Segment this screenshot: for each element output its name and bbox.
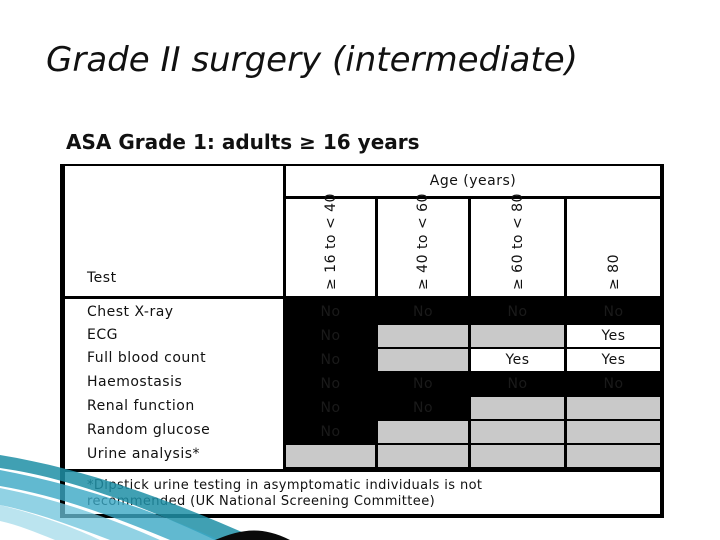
test-header-cell: Test	[65, 166, 283, 296]
column-header-label: ≥ 16 to < 40	[322, 193, 339, 290]
row-label: Full blood count	[87, 350, 207, 366]
table-cell: No	[286, 301, 375, 323]
table-cell: No	[286, 325, 375, 347]
table-cell: No	[567, 373, 660, 395]
row-label: Renal function	[87, 398, 195, 414]
row-label: Chest X-ray	[87, 304, 174, 320]
table-cell: Yes	[471, 349, 564, 371]
row-label: Random glucose	[87, 422, 211, 438]
column-header: ≥ 80	[567, 199, 660, 296]
table-cell	[378, 421, 468, 443]
table-cell	[286, 445, 375, 467]
table-cell: No	[286, 373, 375, 395]
footnote: *Dipstick urine testing in asymptomatic …	[65, 472, 660, 514]
row-labels: Chest X-ray ECG Full blood count Haemost…	[65, 299, 283, 469]
row-label: Urine analysis*	[87, 446, 201, 462]
table-cell: No	[378, 301, 468, 323]
table-cell	[567, 421, 660, 443]
slide-title: Grade II surgery (intermediate)	[46, 40, 578, 80]
table-cell	[471, 445, 564, 467]
footnote-line: recommended (UK National Screening Commi…	[87, 494, 436, 509]
table-cell: No	[471, 373, 564, 395]
table-cell: No	[286, 421, 375, 443]
table-cell: No	[471, 301, 564, 323]
row-label: Haemostasis	[87, 374, 183, 390]
table-cell	[378, 445, 468, 467]
test-header: Test	[87, 270, 117, 286]
table-cell: No	[378, 373, 468, 395]
row-label: ECG	[87, 327, 118, 343]
column-header-label: ≥ 40 to < 60	[415, 193, 431, 290]
column-header: ≥ 40 to < 60	[378, 193, 468, 296]
footnote-line: *Dipstick urine testing in asymptomatic …	[87, 478, 483, 493]
table-cell: No	[567, 301, 660, 323]
table-cell	[471, 421, 564, 443]
table-cell: Yes	[567, 325, 660, 347]
column-header: ≥ 60 to < 80	[471, 193, 564, 296]
column-header-label: ≥ 80	[605, 254, 622, 290]
table-cell	[471, 397, 564, 419]
age-header: Age (years)	[429, 173, 517, 189]
table-cell: No	[378, 397, 468, 419]
table-cell	[378, 349, 468, 371]
age-header-cell: Age (years)	[286, 166, 660, 196]
table-cell: No	[286, 397, 375, 419]
table-heading: ASA Grade 1: adults ≥ 16 years	[60, 120, 664, 164]
table-cell: No	[286, 349, 375, 371]
table-cell	[471, 325, 564, 347]
table-cell	[567, 445, 660, 467]
table-cell	[567, 397, 660, 419]
asa-table-card: ASA Grade 1: adults ≥ 16 years Test Age …	[60, 120, 664, 518]
table-cell	[378, 325, 468, 347]
column-header-label: ≥ 60 to < 80	[509, 193, 526, 290]
column-header: ≥ 16 to < 40	[286, 193, 375, 296]
table-cell: Yes	[567, 349, 660, 371]
